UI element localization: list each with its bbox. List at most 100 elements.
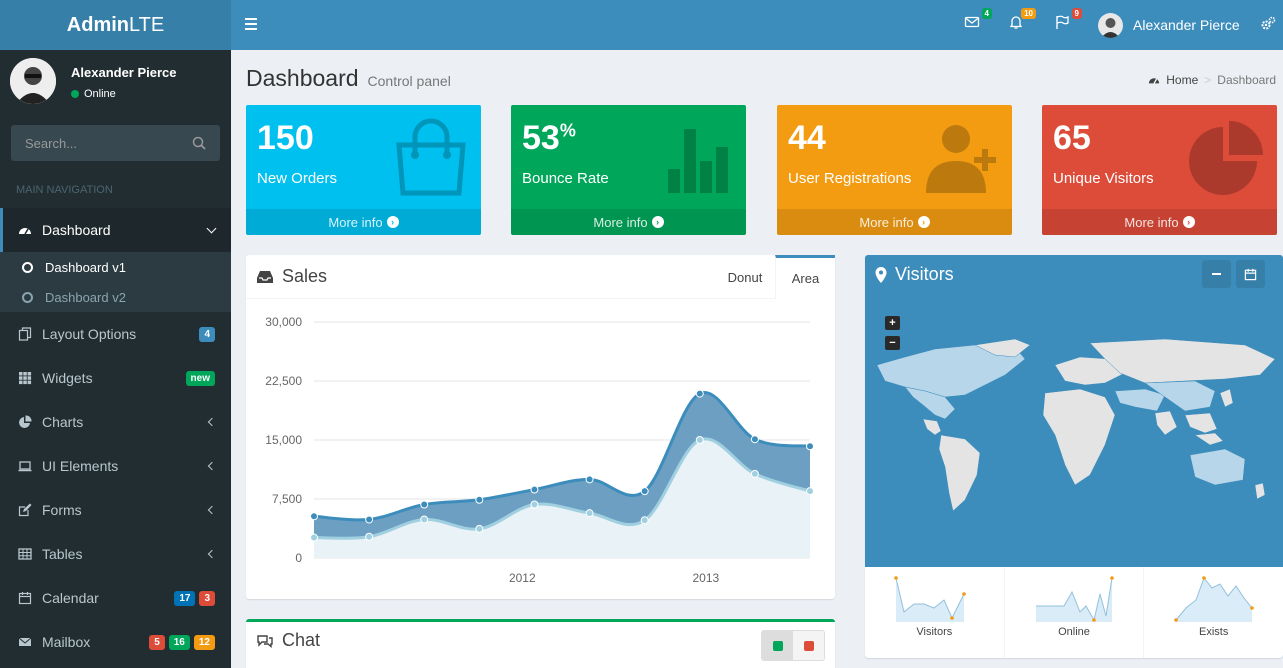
tasks-menu[interactable]: 9 — [1054, 8, 1082, 34]
gears-icon — [1261, 16, 1276, 30]
sales-area-chart: 0 7,500 15,000 22,500 30,000 2012 2013 — [265, 315, 814, 585]
shopping-bag-icon — [396, 118, 466, 196]
world-map[interactable] — [865, 335, 1283, 555]
mailbox-badge-3: 12 — [193, 634, 215, 650]
bell-icon — [1009, 16, 1023, 29]
page-title: Dashboard Control panel — [246, 65, 451, 91]
calendar-badge-2: 3 — [199, 590, 215, 606]
sidebar-item-dashboard-v2[interactable]: Dashboard v2 — [0, 282, 231, 312]
stat-value: 65 — [1053, 119, 1091, 157]
square-icon — [803, 640, 814, 651]
zoom-in-button[interactable]: + — [885, 316, 900, 330]
sidebar-item-layout[interactable]: Layout Options 4 — [0, 312, 231, 356]
series-2-area — [314, 438, 810, 558]
sidebar-item-charts[interactable]: Charts — [0, 400, 231, 444]
messages-menu[interactable]: 4 — [964, 8, 992, 34]
chat-status-busy-button[interactable] — [793, 631, 824, 660]
more-info-link[interactable]: More info › — [777, 209, 1012, 235]
chevron-left-icon — [207, 549, 217, 559]
logo-bold: Admin — [66, 13, 129, 36]
more-info-link[interactable]: More info › — [246, 209, 481, 235]
series-1-point — [806, 442, 814, 451]
laptop-icon — [18, 459, 42, 473]
flag-icon — [1056, 15, 1069, 29]
stat-value: 44 — [788, 119, 826, 157]
stat-box-visitors: 65 Unique Visitors More info › — [1042, 105, 1277, 235]
dashboard-icon — [18, 223, 42, 237]
x-tick-label: 2013 — [692, 571, 719, 585]
sparkline-visitors: Visitors — [865, 567, 1005, 658]
minus-icon — [1212, 273, 1221, 275]
stat-box-orders: 150 New Orders More info › — [246, 105, 481, 235]
square-icon — [772, 640, 783, 651]
sidebar-user-name: Alexander Pierce — [71, 65, 177, 80]
user-name: Alexander Pierce — [1133, 17, 1240, 33]
y-tick-label: 7,500 — [272, 492, 302, 506]
mailbox-badge-1: 5 — [149, 634, 165, 650]
y-tick-label: 0 — [295, 551, 302, 565]
logo[interactable]: Admin LTE — [0, 0, 231, 50]
stat-label: New Orders — [257, 170, 338, 187]
series-1-point — [695, 389, 704, 398]
user-menu[interactable]: Alexander Pierce — [1098, 12, 1240, 38]
series-1-point — [420, 500, 429, 509]
sparkline-visitors-chart — [894, 576, 967, 622]
series-1-point — [585, 475, 594, 484]
y-tick-label: 22,500 — [265, 374, 302, 388]
sidebar-item-ui-elements[interactable]: UI Elements — [0, 444, 231, 488]
series-2-point — [530, 500, 539, 509]
sparkline-exists: Exists — [1144, 567, 1283, 658]
nav-header: MAIN NAVIGATION — [16, 184, 113, 196]
online-dot-icon — [71, 90, 79, 98]
chat-status-online-button[interactable] — [762, 631, 793, 660]
circle-icon — [22, 291, 33, 303]
mailbox-badge-2: 16 — [168, 634, 190, 650]
collapse-button[interactable] — [1202, 260, 1231, 288]
breadcrumb-home[interactable]: Home — [1166, 73, 1199, 87]
sidebar-item-mailbox[interactable]: Mailbox 5 16 12 — [0, 620, 231, 664]
y-tick-label: 15,000 — [265, 433, 302, 447]
more-info-link[interactable]: More info › — [511, 209, 746, 235]
series-2-point — [806, 487, 814, 496]
series-1-point — [530, 485, 539, 494]
series-2-point — [420, 515, 429, 524]
pie-graph-icon — [1189, 121, 1263, 195]
stat-label: Unique Visitors — [1053, 170, 1154, 187]
sidebar-item-dashboard[interactable]: Dashboard — [0, 208, 231, 252]
sidebar-item-dashboard-v1[interactable]: Dashboard v1 — [0, 252, 231, 282]
series-2-line — [313, 437, 811, 540]
stat-label: User Registrations — [788, 170, 912, 187]
calendar-badge-1: 17 — [174, 590, 196, 606]
pie-chart-icon — [18, 415, 42, 429]
sidebar-item-widgets[interactable]: Widgets new — [0, 356, 231, 400]
visitors-title: Visitors — [895, 264, 954, 284]
sidebar-toggle-icon[interactable] — [245, 15, 259, 35]
y-tick-label: 30,000 — [265, 315, 302, 329]
sidebar-item-calendar[interactable]: Calendar 17 3 — [0, 576, 231, 620]
sidebar-item-forms[interactable]: Forms — [0, 488, 231, 532]
page-subtitle: Control panel — [367, 73, 451, 89]
series-1-point — [750, 435, 759, 444]
tab-donut[interactable]: Donut — [727, 269, 763, 285]
comments-icon — [257, 634, 273, 648]
search-input[interactable]: Search... — [11, 125, 220, 161]
series-2-point — [310, 533, 318, 542]
tab-area[interactable]: Area — [775, 255, 835, 299]
notifications-menu[interactable]: 10 — [1008, 8, 1036, 34]
stat-box-bounce: 53% Bounce Rate More info › — [511, 105, 746, 235]
control-sidebar-toggle[interactable] — [1260, 16, 1280, 36]
date-range-button[interactable] — [1236, 260, 1265, 288]
stat-value: 53% — [522, 119, 576, 157]
chevron-left-icon — [207, 505, 217, 515]
chevron-down-icon — [206, 223, 217, 233]
map-marker-icon — [875, 266, 887, 283]
user-status: Online — [71, 88, 177, 100]
more-info-link[interactable]: More info › — [1042, 209, 1277, 235]
th-icon — [18, 371, 42, 385]
search-icon[interactable] — [192, 136, 206, 150]
zoom-out-button[interactable]: − — [885, 336, 900, 350]
sidebar-item-tables[interactable]: Tables — [0, 532, 231, 576]
calendar-icon — [1244, 268, 1257, 280]
sales-panel: Sales Donut Area 0 7,500 15,000 22,500 30,00… — [246, 255, 835, 599]
circle-icon — [22, 261, 33, 273]
